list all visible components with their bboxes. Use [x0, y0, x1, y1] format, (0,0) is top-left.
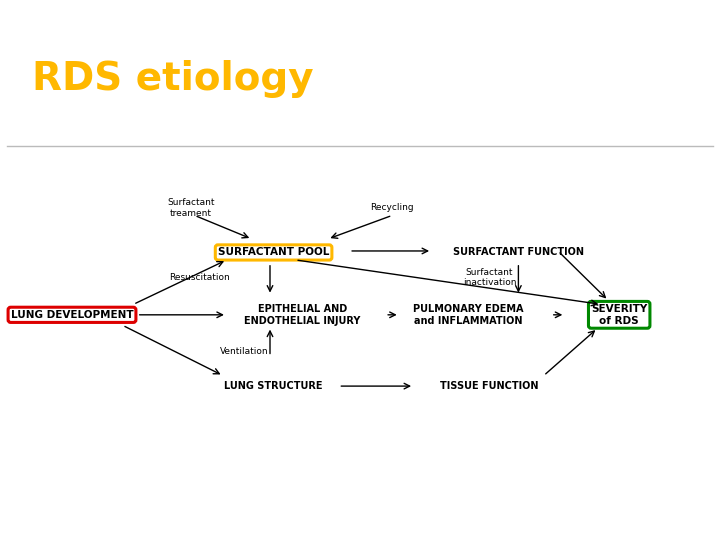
Text: EPITHELIAL AND
ENDOTHELIAL INJURY: EPITHELIAL AND ENDOTHELIAL INJURY	[244, 304, 361, 326]
Text: SURFACTANT POOL: SURFACTANT POOL	[218, 247, 329, 258]
Text: Ventilation: Ventilation	[220, 347, 269, 356]
Text: SURFACTANT FUNCTION: SURFACTANT FUNCTION	[453, 247, 584, 258]
Text: Surfactant
inactivation: Surfactant inactivation	[463, 268, 516, 287]
Text: RDS etiology: RDS etiology	[32, 60, 314, 98]
Text: PULMONARY EDEMA
and INFLAMMATION: PULMONARY EDEMA and INFLAMMATION	[413, 304, 523, 326]
Text: LUNG STRUCTURE: LUNG STRUCTURE	[225, 381, 323, 391]
Text: LUNG DEVELOPMENT: LUNG DEVELOPMENT	[11, 310, 133, 320]
Text: Surfactant deficiency is common in Preterm Babies مهمة: Surfactant deficiency is common in Prete…	[164, 504, 556, 518]
Text: TISSUE FUNCTION: TISSUE FUNCTION	[441, 381, 539, 391]
Text: Surfactant
treament: Surfactant treament	[167, 198, 215, 218]
Text: Resuscitation: Resuscitation	[169, 273, 230, 282]
Text: SEVERITY
of RDS: SEVERITY of RDS	[591, 304, 647, 326]
Text: Remember : Surfactant function is : prevent the collapsing of the alveoli: Remember : Surfactant function is : prev…	[109, 473, 611, 487]
Text: Recycling: Recycling	[371, 204, 414, 212]
